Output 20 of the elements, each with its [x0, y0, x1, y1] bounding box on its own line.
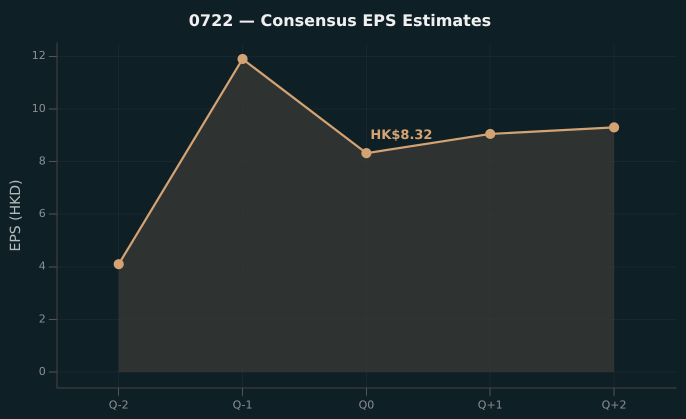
y-tick-label: 6	[38, 207, 46, 220]
y-axis-title: EPS (HKD)	[8, 179, 24, 252]
x-tick-label: Q+2	[602, 398, 627, 412]
point	[608, 122, 620, 132]
point	[237, 54, 248, 64]
y-tick-label: 2	[38, 312, 46, 326]
y-tick-label: 12	[32, 49, 46, 62]
point	[485, 128, 496, 140]
y-tick-label: 10	[32, 102, 46, 115]
x-tick-label: Q0	[358, 398, 374, 412]
point	[361, 148, 372, 158]
x-tick-label: Q-2	[108, 398, 129, 412]
x-tick-label: Q-1	[232, 398, 253, 412]
y-tick-label: 8	[38, 154, 46, 168]
x-tick-label: Q+1	[478, 398, 503, 412]
annotation: HK$8.32	[370, 128, 432, 144]
y-tick-label: 4	[38, 260, 46, 273]
y-tick-label: 0	[38, 364, 46, 378]
chart-title: 0722 — Consensus EPS Estimates	[188, 10, 492, 30]
point	[114, 259, 124, 270]
